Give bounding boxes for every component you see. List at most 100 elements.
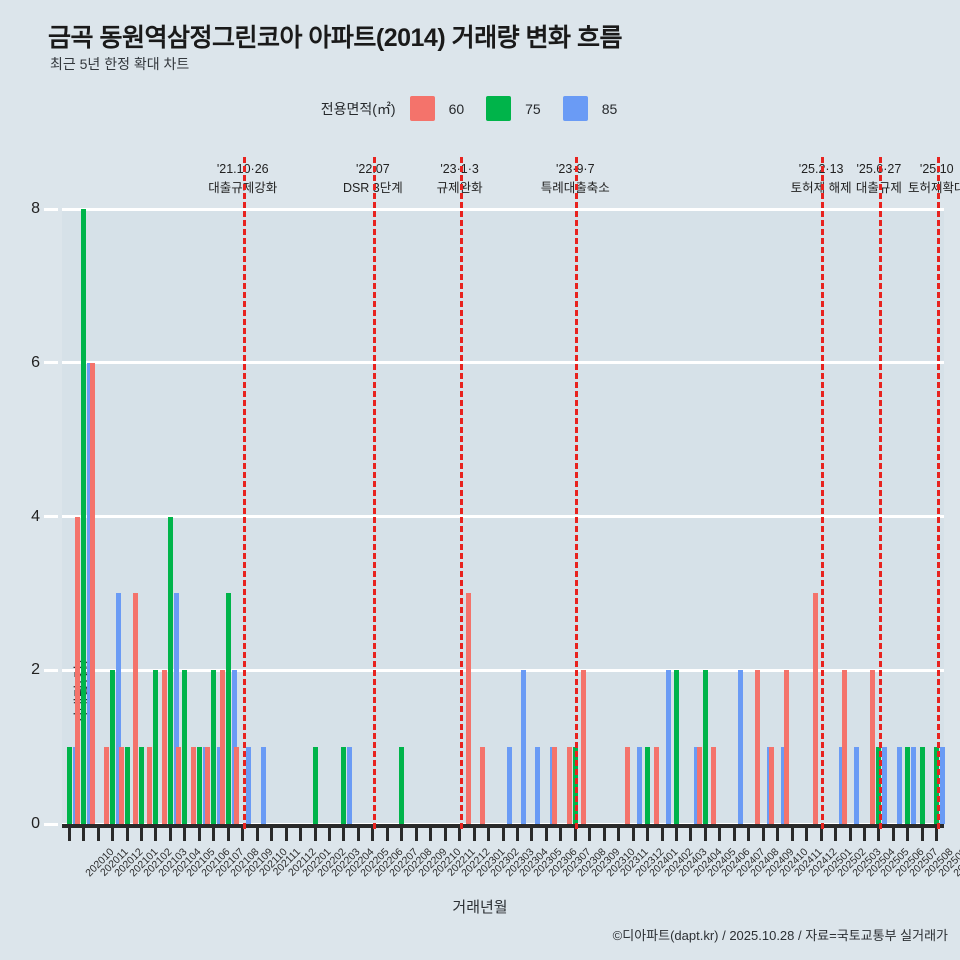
bar-202508-75[interactable] <box>905 747 911 824</box>
x-tick-202409 <box>747 824 751 841</box>
x-tick-202311 <box>602 824 606 841</box>
y-tick-mark-6 <box>44 361 58 365</box>
legend-item-75[interactable]: 75 <box>486 96 541 121</box>
bar-202105-60[interactable] <box>161 670 167 824</box>
bar-202209-75[interactable] <box>399 747 405 824</box>
bar-202104-60[interactable] <box>147 747 153 824</box>
bar-202111-85[interactable] <box>260 747 266 824</box>
x-tick-202504 <box>848 824 852 841</box>
bar-202101-60[interactable] <box>104 747 110 824</box>
bar-202101-75[interactable] <box>110 670 116 824</box>
bar-202406-75[interactable] <box>702 670 708 824</box>
bar-202408-85[interactable] <box>737 670 743 824</box>
x-tick-202305 <box>515 824 519 841</box>
bar-202109-75[interactable] <box>225 593 231 824</box>
legend-item-60[interactable]: 60 <box>409 96 464 121</box>
bar-202506-60[interactable] <box>870 670 876 824</box>
x-tick-202211 <box>429 824 433 841</box>
bar-202401-60[interactable] <box>624 747 630 824</box>
bar-202302-60[interactable] <box>465 593 471 824</box>
bar-202303-60[interactable] <box>480 747 486 824</box>
bar-202010-75[interactable] <box>66 747 72 824</box>
bar-202105-85[interactable] <box>173 593 179 824</box>
annotation-date-202510: '25.10 <box>919 162 954 176</box>
bar-202011-75[interactable] <box>81 209 87 824</box>
bar-202412-60[interactable] <box>783 670 789 824</box>
bar-202102-75[interactable] <box>124 747 130 824</box>
bar-202203-75[interactable] <box>312 747 318 824</box>
bar-202107-75[interactable] <box>196 747 202 824</box>
bar-202310-60[interactable] <box>581 670 587 824</box>
annotation-line-202506 <box>878 157 882 829</box>
x-tick-202103 <box>140 824 144 841</box>
x-tick-202303 <box>487 824 491 841</box>
bar-202410-60[interactable] <box>754 670 760 824</box>
x-tick-202412 <box>790 824 794 841</box>
x-tick-202408 <box>732 824 736 841</box>
x-tick-202108 <box>212 824 216 841</box>
bar-202504-60[interactable] <box>841 670 847 824</box>
x-tick-202306 <box>530 824 534 841</box>
bar-202304-85[interactable] <box>506 747 512 824</box>
annotation-date-202309: '23·9·7 <box>556 162 595 176</box>
bar-202403-85[interactable] <box>665 670 671 824</box>
bar-202407-60[interactable] <box>711 747 717 824</box>
gridline-6 <box>62 361 944 365</box>
x-tick-202204 <box>327 824 331 841</box>
bar-202510-85[interactable] <box>940 747 946 824</box>
bar-202107-60[interactable] <box>190 747 196 824</box>
bar-202101-85[interactable] <box>116 593 122 824</box>
bar-202403-60[interactable] <box>653 747 659 824</box>
bar-202205-85[interactable] <box>347 747 353 824</box>
bar-202306-85[interactable] <box>535 747 541 824</box>
x-tick-202111 <box>255 824 259 841</box>
bar-202012-60[interactable] <box>89 362 95 824</box>
bar-202411-60[interactable] <box>769 747 775 824</box>
bar-202102-60[interactable] <box>118 747 124 824</box>
x-tick-202310 <box>588 824 592 841</box>
page-title: 금곡 동원역삼정그린코아 아파트(2014) 거래량 변화 흐름 <box>48 24 623 52</box>
bar-202305-85[interactable] <box>520 670 526 824</box>
bar-202110-85[interactable] <box>246 747 252 824</box>
bar-202509-75[interactable] <box>919 747 925 824</box>
bar-202508-85[interactable] <box>911 747 917 824</box>
bar-202106-75[interactable] <box>182 670 188 824</box>
bar-202507-85[interactable] <box>896 747 902 824</box>
annotation-line-202510 <box>936 157 940 829</box>
bar-202502-60[interactable] <box>812 593 818 824</box>
legend-item-85[interactable]: 85 <box>562 96 617 121</box>
bar-202308-60[interactable] <box>552 747 558 824</box>
x-tick-202507 <box>891 824 895 841</box>
bar-202109-60[interactable] <box>219 670 225 824</box>
x-tick-202212 <box>443 824 447 841</box>
bar-202106-60[interactable] <box>176 747 182 824</box>
bar-202402-75[interactable] <box>645 747 651 824</box>
bar-202406-60[interactable] <box>696 747 702 824</box>
bar-202309-60[interactable] <box>566 747 572 824</box>
bar-202103-60[interactable] <box>133 593 139 824</box>
x-tick-202110 <box>241 824 245 841</box>
annotation-line-202502 <box>821 157 825 829</box>
bar-202103-75[interactable] <box>139 747 145 824</box>
bar-202108-60[interactable] <box>205 747 211 824</box>
x-tick-202410 <box>761 824 765 841</box>
x-tick-202304 <box>501 824 505 841</box>
footer-credit: ©디아파트(dapt.kr) / 2025.10.28 / 자료=국토교통부 실… <box>612 928 948 943</box>
legend-swatch-85 <box>562 96 588 121</box>
bar-202401-85[interactable] <box>636 747 642 824</box>
bar-202011-60[interactable] <box>75 516 81 824</box>
bar-202205-75[interactable] <box>341 747 347 824</box>
bar-202404-75[interactable] <box>674 670 679 824</box>
bar-202110-60[interactable] <box>234 747 240 824</box>
bar-202104-75[interactable] <box>153 670 159 824</box>
x-tick-202503 <box>834 824 838 841</box>
bar-202506-85[interactable] <box>882 747 888 824</box>
x-tick-202010 <box>67 824 71 841</box>
annotation-line-202301 <box>459 157 463 829</box>
x-tick-202312 <box>617 824 621 841</box>
bar-202504-85[interactable] <box>853 747 859 824</box>
bar-202105-75[interactable] <box>167 516 173 824</box>
bar-202108-75[interactable] <box>211 670 217 824</box>
